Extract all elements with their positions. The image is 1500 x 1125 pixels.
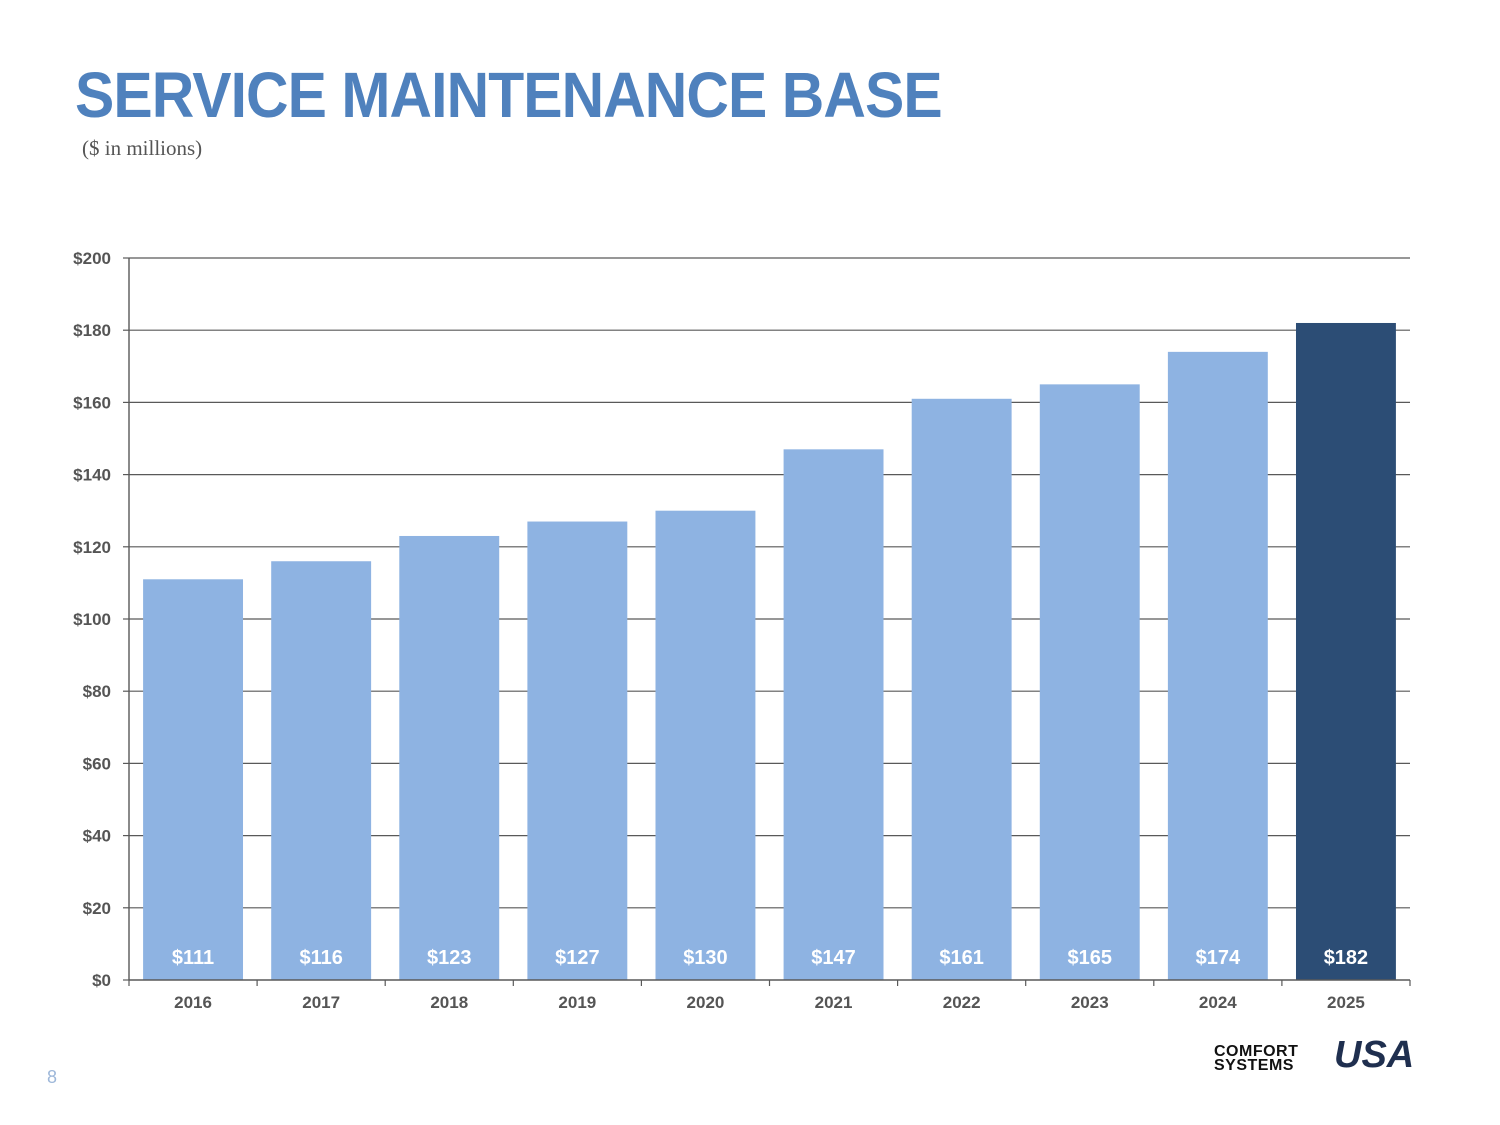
bar-2020: [655, 510, 756, 980]
bar-2023: [1039, 384, 1140, 981]
bar-2024: [1167, 351, 1268, 980]
x-tick-label: 2022: [943, 993, 981, 1012]
bar-2022: [911, 398, 1012, 980]
data-label: $130: [683, 947, 728, 969]
y-tick-label: $20: [83, 899, 111, 918]
bar-2017: [271, 561, 372, 980]
y-tick-label: $180: [73, 321, 111, 340]
y-tick-label: $200: [73, 249, 111, 268]
x-tick-label: 2018: [430, 993, 468, 1012]
bar-2016: [143, 579, 244, 980]
x-tick-label: 2023: [1071, 993, 1109, 1012]
logo-usa: USA: [1334, 1034, 1415, 1076]
data-label: $165: [1068, 947, 1113, 969]
slide-title: SERVICE MAINTENANCE BASE: [75, 59, 943, 131]
bar-2021: [783, 449, 884, 981]
data-label: $182: [1324, 947, 1369, 969]
logo-line-1: COMFORT: [1214, 1043, 1299, 1060]
y-tick-label: $100: [73, 610, 111, 629]
x-tick-label: 2021: [815, 993, 853, 1012]
y-tick-label: $160: [73, 393, 111, 412]
data-label: $147: [811, 947, 856, 969]
y-tick-label: $140: [73, 466, 111, 485]
slide-subtitle: ($ in millions): [82, 136, 203, 160]
bar-2018: [399, 535, 500, 980]
data-label: $111: [172, 947, 214, 969]
data-label: $174: [1196, 947, 1241, 969]
logo-line-2: SYSTEMS: [1214, 1057, 1294, 1074]
bar-2025: [1295, 322, 1396, 981]
bar-2019: [527, 521, 628, 980]
x-tick-label: 2025: [1327, 993, 1365, 1012]
y-tick-label: $120: [73, 538, 111, 557]
data-label: $161: [939, 947, 984, 969]
data-label: $123: [427, 947, 472, 969]
x-tick-label: 2019: [558, 993, 596, 1012]
x-tick-label: 2017: [302, 993, 340, 1012]
y-tick-label: $60: [83, 754, 111, 773]
data-label: $116: [299, 947, 342, 969]
x-tick-label: 2016: [174, 993, 212, 1012]
y-tick-label: $80: [83, 682, 111, 701]
company-logo: COMFORT SYSTEMS USA: [1214, 1034, 1434, 1080]
y-tick-label: $0: [92, 971, 111, 990]
x-tick-label: 2020: [687, 993, 725, 1012]
x-tick-label: 2024: [1199, 993, 1237, 1012]
page-number: 8: [47, 1067, 58, 1087]
data-label: $127: [555, 947, 600, 969]
y-tick-label: $40: [83, 827, 111, 846]
